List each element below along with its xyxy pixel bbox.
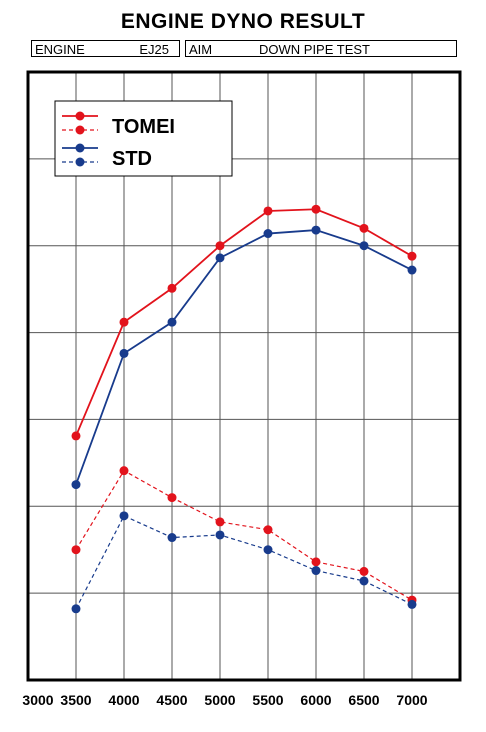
data-point — [407, 251, 417, 261]
series-std-upper — [71, 225, 417, 490]
data-point — [71, 431, 81, 441]
legend-label: TOMEI — [112, 116, 175, 138]
series-line — [75, 208, 413, 437]
data-point — [359, 566, 369, 576]
x-tick-label: 4500 — [156, 692, 187, 708]
series-tomei-upper — [71, 204, 417, 441]
series-line — [75, 229, 413, 485]
data-point — [215, 530, 225, 540]
legend-box — [54, 100, 233, 177]
data-point — [359, 576, 369, 586]
data-point — [71, 480, 81, 490]
data-point — [359, 241, 369, 251]
x-tick-label: 5000 — [204, 692, 235, 708]
data-point — [71, 604, 81, 614]
data-point — [407, 265, 417, 275]
data-point — [311, 557, 321, 567]
series-line — [75, 469, 413, 601]
legend-label: STD — [112, 148, 152, 170]
data-point — [311, 566, 321, 576]
data-point — [263, 206, 273, 216]
data-point — [311, 225, 321, 235]
data-point — [167, 533, 177, 543]
engine-value: EJ25 — [139, 42, 169, 57]
x-tick-label: 3500 — [60, 692, 91, 708]
data-point — [119, 511, 129, 521]
x-tick-label: 5500 — [252, 692, 283, 708]
legend: TOMEI STD — [54, 100, 233, 177]
aim-value: DOWN PIPE TEST — [259, 42, 370, 57]
engine-info-box: ENGINE EJ25 — [31, 40, 180, 57]
data-point — [167, 317, 177, 327]
aim-label: AIM — [189, 42, 213, 57]
x-tick-label: 6000 — [300, 692, 331, 708]
legend-marker — [75, 125, 85, 135]
data-point — [215, 517, 225, 527]
x-tick-labels: 3000 3500 4000 4500 5000 5500 6000 6500 7000 — [22, 692, 427, 708]
data-point — [215, 253, 225, 263]
engine-label: ENGINE — [35, 42, 85, 57]
series-layer — [71, 204, 417, 614]
legend-marker — [75, 157, 85, 167]
data-point — [263, 229, 273, 239]
data-point — [359, 223, 369, 233]
data-point — [119, 466, 129, 476]
data-point — [119, 317, 129, 327]
data-point — [71, 545, 81, 555]
data-point — [215, 241, 225, 251]
chart-title: ENGINE DYNO RESULT — [120, 10, 366, 33]
series-std-lower — [71, 511, 417, 614]
data-point — [119, 348, 129, 358]
plot-frame — [26, 70, 462, 682]
series-line — [75, 515, 413, 610]
data-point — [311, 204, 321, 214]
data-point — [263, 545, 273, 555]
data-point — [167, 283, 177, 293]
x-tick-label: 3000 — [22, 692, 53, 708]
legend-marker — [75, 143, 85, 153]
x-tick-label: 4000 — [108, 692, 139, 708]
legend-marker — [75, 111, 85, 121]
x-tick-label: 7000 — [396, 692, 427, 708]
data-point — [167, 493, 177, 503]
data-point — [407, 599, 417, 609]
data-point — [263, 525, 273, 535]
x-tick-label: 6500 — [348, 692, 379, 708]
aim-info-box: AIM DOWN PIPE TEST — [185, 40, 457, 57]
